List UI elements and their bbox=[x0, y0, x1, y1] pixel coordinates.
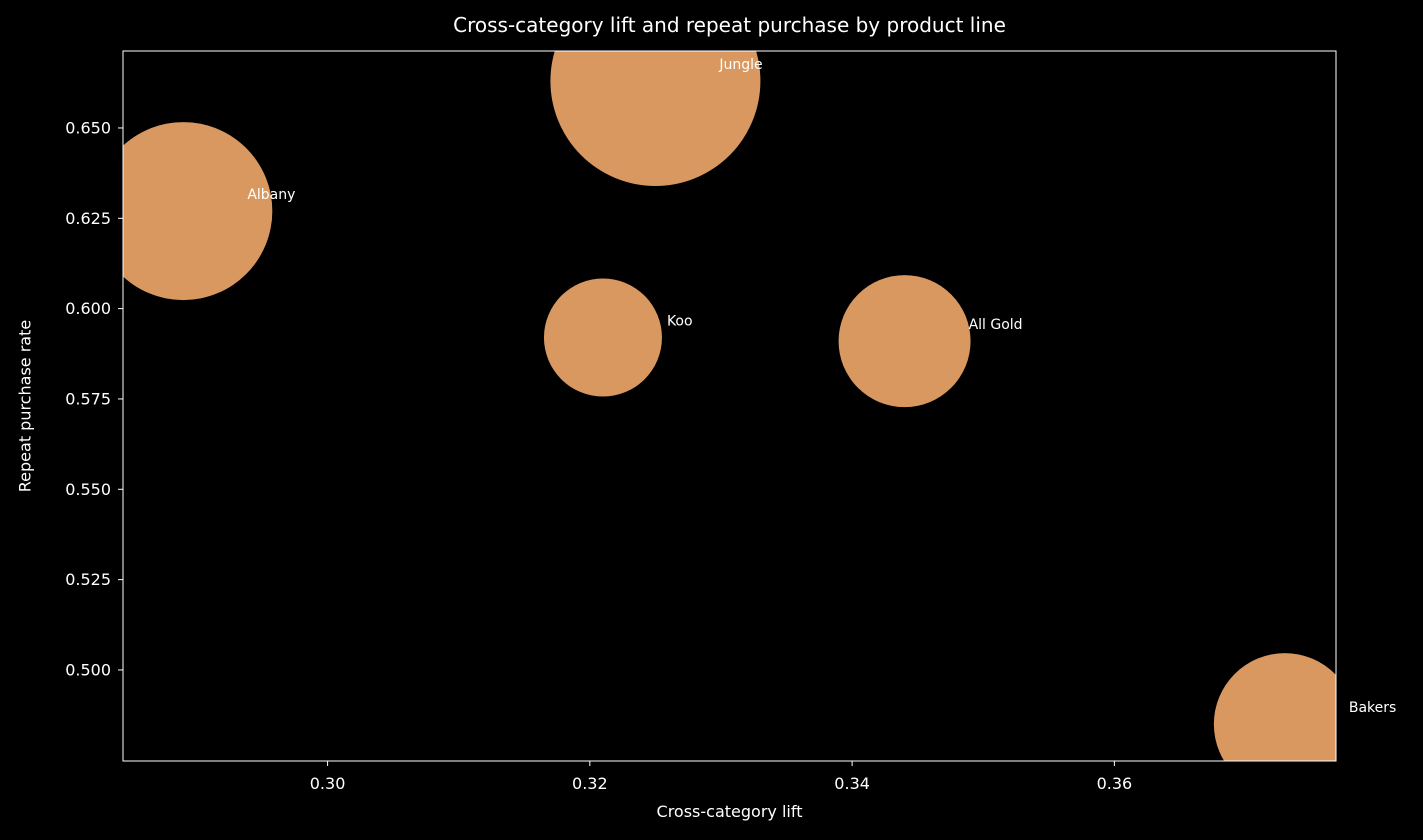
x-tick-label: 0.36 bbox=[1097, 774, 1133, 793]
bubble-albany bbox=[123, 122, 273, 301]
bubble-bakers bbox=[1213, 653, 1336, 761]
x-tick-label: 0.34 bbox=[834, 774, 870, 793]
chart-title: Cross-category lift and repeat purchase … bbox=[453, 13, 1006, 37]
bubble-jungle bbox=[550, 51, 761, 186]
y-tick-label: 0.500 bbox=[65, 660, 111, 679]
y-tick-label: 0.525 bbox=[65, 570, 111, 589]
bubble-all-gold bbox=[838, 275, 971, 408]
y-tick-label: 0.575 bbox=[65, 389, 111, 408]
y-tick-label: 0.600 bbox=[65, 299, 111, 318]
plot-border bbox=[122, 50, 1337, 762]
y-axis-label: Repeat purchase rate bbox=[15, 319, 35, 493]
bubble-label-albany: Albany bbox=[247, 187, 295, 203]
bubble-label-jungle: Jungle bbox=[718, 57, 762, 73]
x-tick-label: 0.32 bbox=[572, 774, 608, 793]
y-tick-label: 0.550 bbox=[65, 480, 111, 499]
x-axis-label: Cross-category lift bbox=[656, 802, 803, 821]
bubble-koo bbox=[543, 278, 662, 397]
y-tick-label: 0.650 bbox=[65, 118, 111, 137]
bubble-label-bakers: Bakers bbox=[1349, 700, 1396, 716]
bubble-label-all-gold: All Gold bbox=[969, 317, 1023, 333]
x-tick-label: 0.30 bbox=[310, 774, 346, 793]
bubbles-layer bbox=[123, 51, 1336, 761]
bubble-label-koo: Koo bbox=[667, 314, 693, 330]
y-tick-label: 0.625 bbox=[65, 209, 111, 228]
